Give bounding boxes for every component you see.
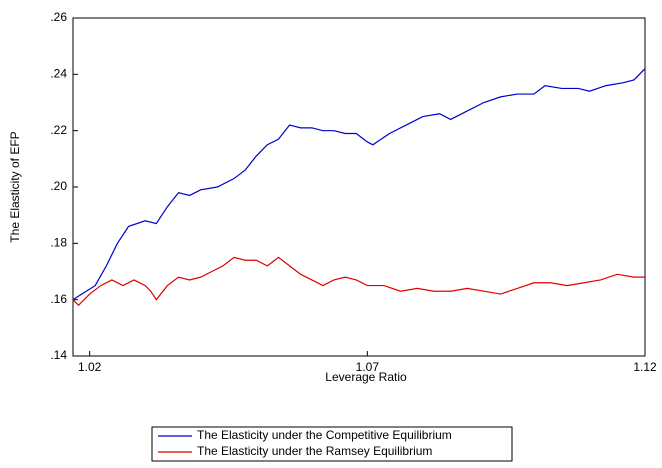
x-tick-label: 1.02 [78,360,102,374]
legend-label: The Elasticity under the Ramsey Equilibr… [197,444,432,458]
series-line [72,256,645,307]
y-tick-label: .20 [50,179,67,193]
series-line [72,68,646,301]
y-tick-label: .22 [50,123,67,137]
x-tick-label: 1.12 [633,360,657,374]
y-tick-label: .14 [50,348,67,362]
y-tick-label: .16 [50,292,67,306]
y-tick-label: .18 [50,236,67,250]
plot-frame [72,17,646,357]
y-tick-label: .26 [50,10,67,24]
legend-box [151,426,513,462]
x-tick-label: 1.07 [356,360,380,374]
x-axis-label: Leverage Ratio [325,370,407,384]
y-tick-label: .24 [50,67,67,81]
legend-label: The Elasticity under the Competitive Equ… [197,428,452,442]
y-axis-label: The Elasticity of EFP [8,131,22,242]
